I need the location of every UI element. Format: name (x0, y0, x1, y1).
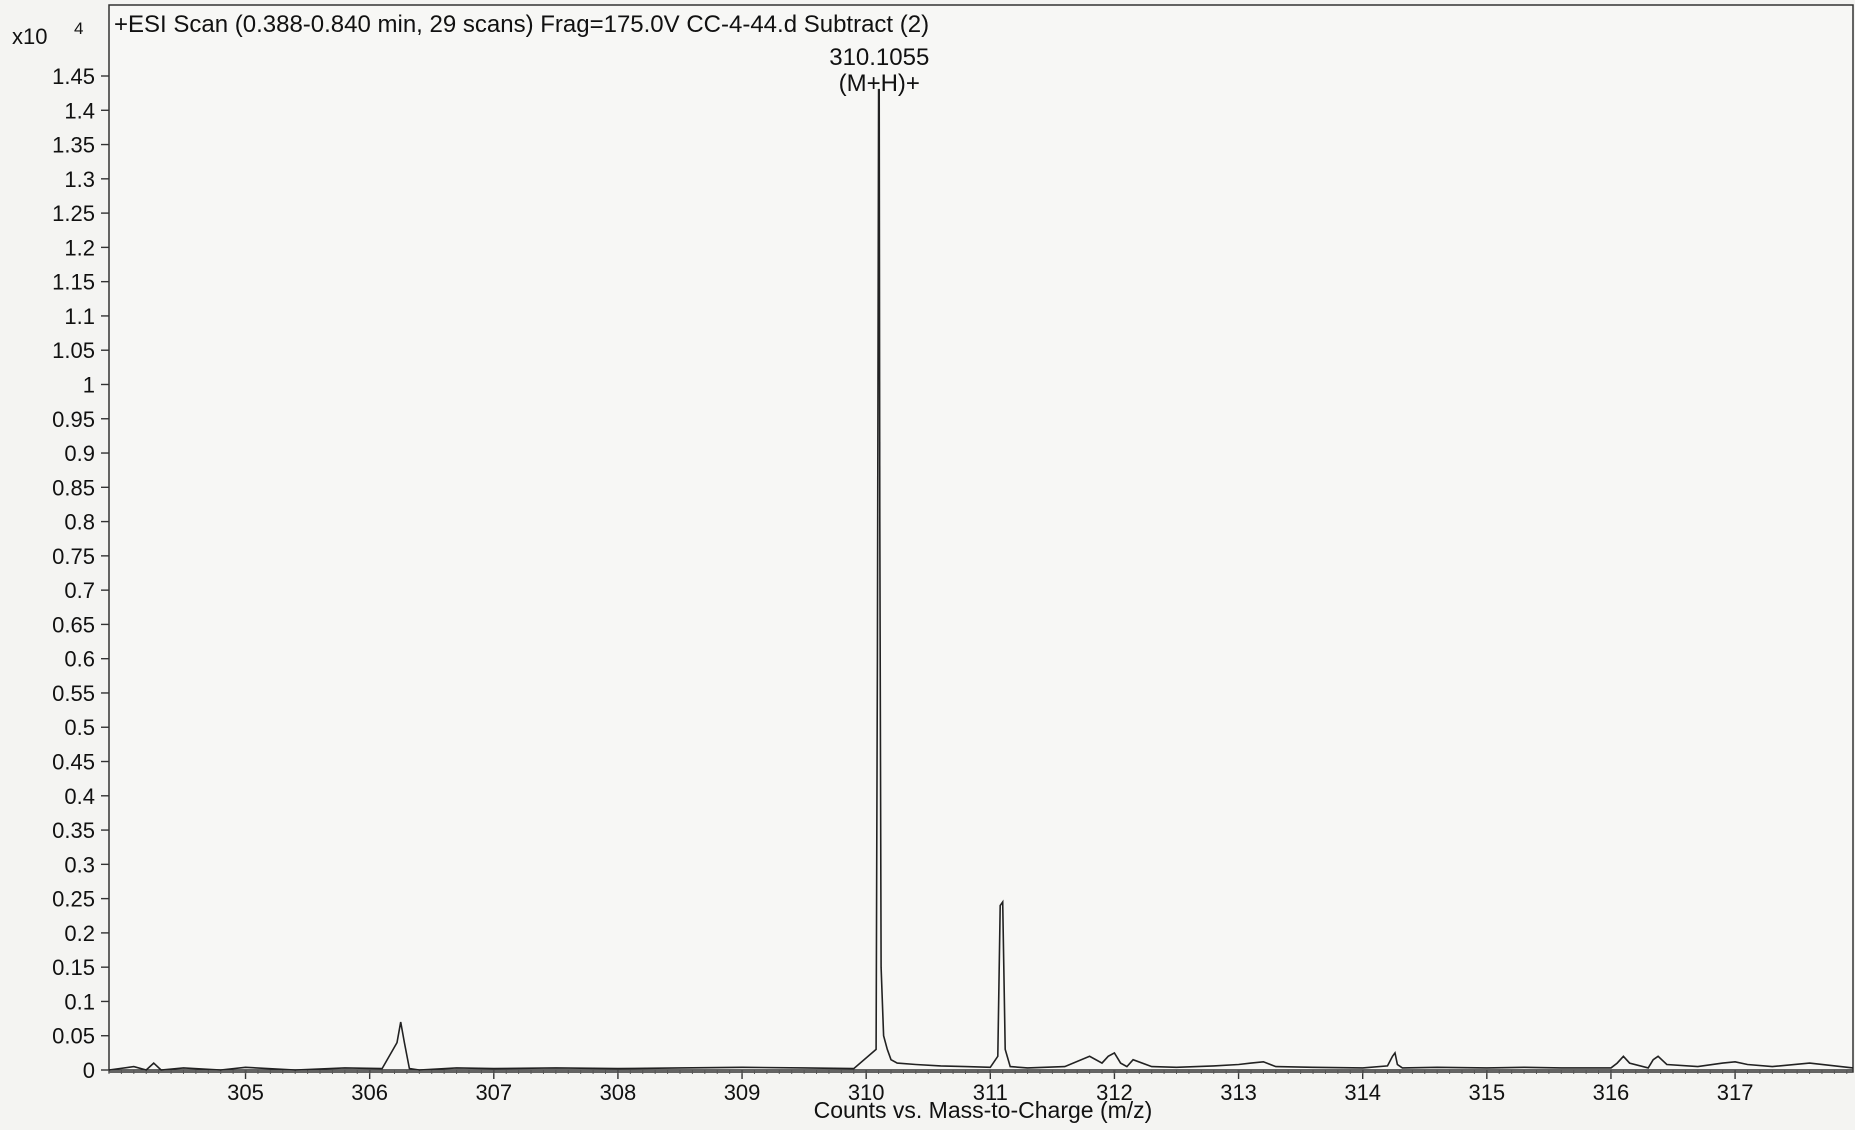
y-tick-label: 1.4 (64, 98, 95, 123)
y-tick-label: 0.7 (64, 578, 95, 603)
x-tick-label: 311 (973, 1080, 1008, 1105)
y-tick-label: 0.9 (64, 441, 95, 466)
peak-ion-label: (M+H)+ (839, 70, 920, 97)
y-tick-label: 1.3 (64, 167, 95, 192)
x-tick-label: 305 (227, 1080, 264, 1105)
y-tick-label: 0 (83, 1058, 95, 1083)
y-tick-label: 0.05 (52, 1024, 95, 1049)
x-tick-label: 317 (1717, 1080, 1754, 1105)
y-axis: 0 0.05 0.1 0.15 0.2 0.25 0.3 0.35 0.4 0.45 0.5 0.55… (52, 64, 109, 1083)
x-tick-label: 307 (475, 1080, 512, 1105)
chart-title: +ESI Scan (0.388-0.840 min, 29 scans) Fr… (114, 11, 929, 38)
y-tick-label: 0.45 (52, 750, 95, 775)
x-tick-label: 306 (351, 1080, 388, 1105)
y-tick-label: 0.4 (64, 784, 95, 809)
y-tick-label: 0.3 (64, 852, 95, 877)
y-tick-label: 1.45 (52, 64, 95, 89)
y-tick-label: 1.1 (64, 304, 95, 329)
x-tick-label: 312 (1096, 1080, 1133, 1105)
x-tick-label: 308 (600, 1080, 637, 1105)
x-tick-label: 315 (1468, 1080, 1505, 1105)
y-tick-label: 0.15 (52, 955, 95, 980)
y-multiplier-exponent: 4 (74, 19, 83, 38)
x-tick-label: 309 (724, 1080, 761, 1105)
y-multiplier-label: x10 (12, 24, 47, 49)
y-tick-label: 0.85 (52, 475, 95, 500)
x-tick-label: 314 (1344, 1080, 1381, 1105)
y-tick-label: 0.55 (52, 681, 95, 706)
plot-frame (108, 4, 1854, 1073)
x-axis: 305 306 307 308 309 310 311 312 313 314 315 316 317 (108, 1069, 1853, 1105)
peak-mz-label: 310.1055 (829, 44, 929, 71)
y-tick-label: 1 (83, 372, 95, 397)
y-tick-label: 0.35 (52, 818, 95, 843)
y-tick-label: 0.25 (52, 887, 95, 912)
y-tick-label: 0.5 (64, 715, 95, 740)
series-line-spectrum (108, 88, 1854, 1071)
x-tick-label: 313 (1220, 1080, 1257, 1105)
y-tick-label: 1.15 (52, 270, 95, 295)
y-tick-label: 0.95 (52, 407, 95, 432)
x-axis-label: Counts vs. Mass-to-Charge (m/z) (814, 1097, 1153, 1123)
y-tick-label: 0.75 (52, 544, 95, 569)
y-tick-label: 1.25 (52, 201, 95, 226)
y-tick-label: 0.2 (64, 921, 95, 946)
y-tick-label: 1.2 (64, 235, 95, 260)
y-tick-label: 0.65 (52, 612, 95, 637)
x-tick-label: 310 (848, 1080, 885, 1105)
y-tick-label: 0.8 (64, 510, 95, 535)
peak-annotations: 310.1055(M+H)+ (829, 44, 929, 97)
y-tick-label: 1.35 (52, 133, 95, 158)
y-tick-label: 0.1 (64, 989, 95, 1014)
x-tick-label: 316 (1593, 1080, 1630, 1105)
y-tick-label: 0.6 (64, 647, 95, 672)
y-tick-label: 1.05 (52, 338, 95, 363)
